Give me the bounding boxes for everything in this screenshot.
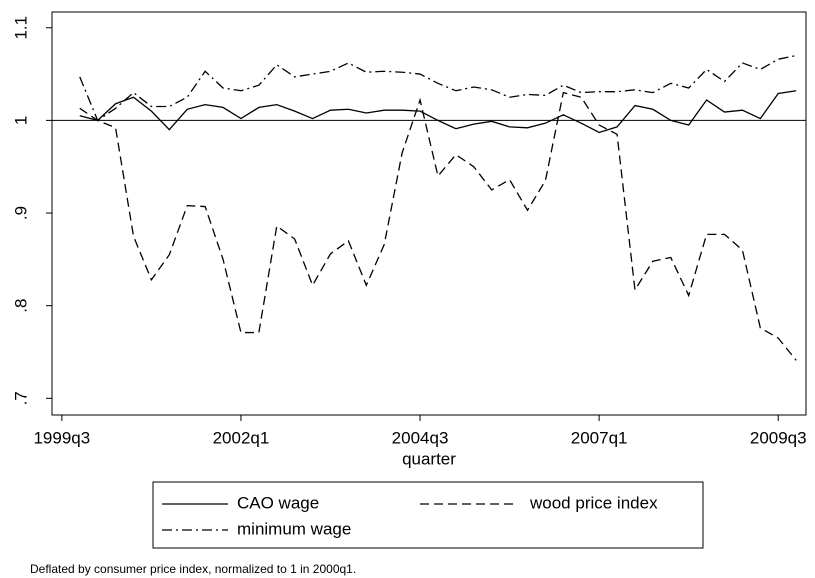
y-tick-label: 1 [11, 116, 30, 125]
x-tick-label: 1999q3 [33, 428, 90, 447]
x-tick-label: 2007q1 [571, 428, 628, 447]
legend-label: minimum wage [237, 519, 351, 538]
x-tick-label: 2009q3 [750, 428, 807, 447]
note: Deflated by consumer price index, normal… [30, 562, 356, 576]
legend-label: wood price index [529, 493, 658, 512]
legend-box [152, 481, 704, 549]
x-axis-title: quarter [402, 449, 456, 468]
x-tick-label: 2004q3 [392, 428, 449, 447]
legend-label: CAO wage [237, 493, 319, 512]
y-tick-label: .8 [11, 299, 30, 313]
plot-frame [51, 11, 807, 416]
y-tick-label: 1.1 [11, 16, 30, 40]
series-line [79, 90, 797, 134]
series-line [79, 91, 797, 361]
y-tick-label: .7 [11, 391, 30, 405]
y-tick-label: .9 [11, 206, 30, 220]
series-line [79, 54, 797, 122]
x-tick-label: 2002q1 [213, 428, 270, 447]
